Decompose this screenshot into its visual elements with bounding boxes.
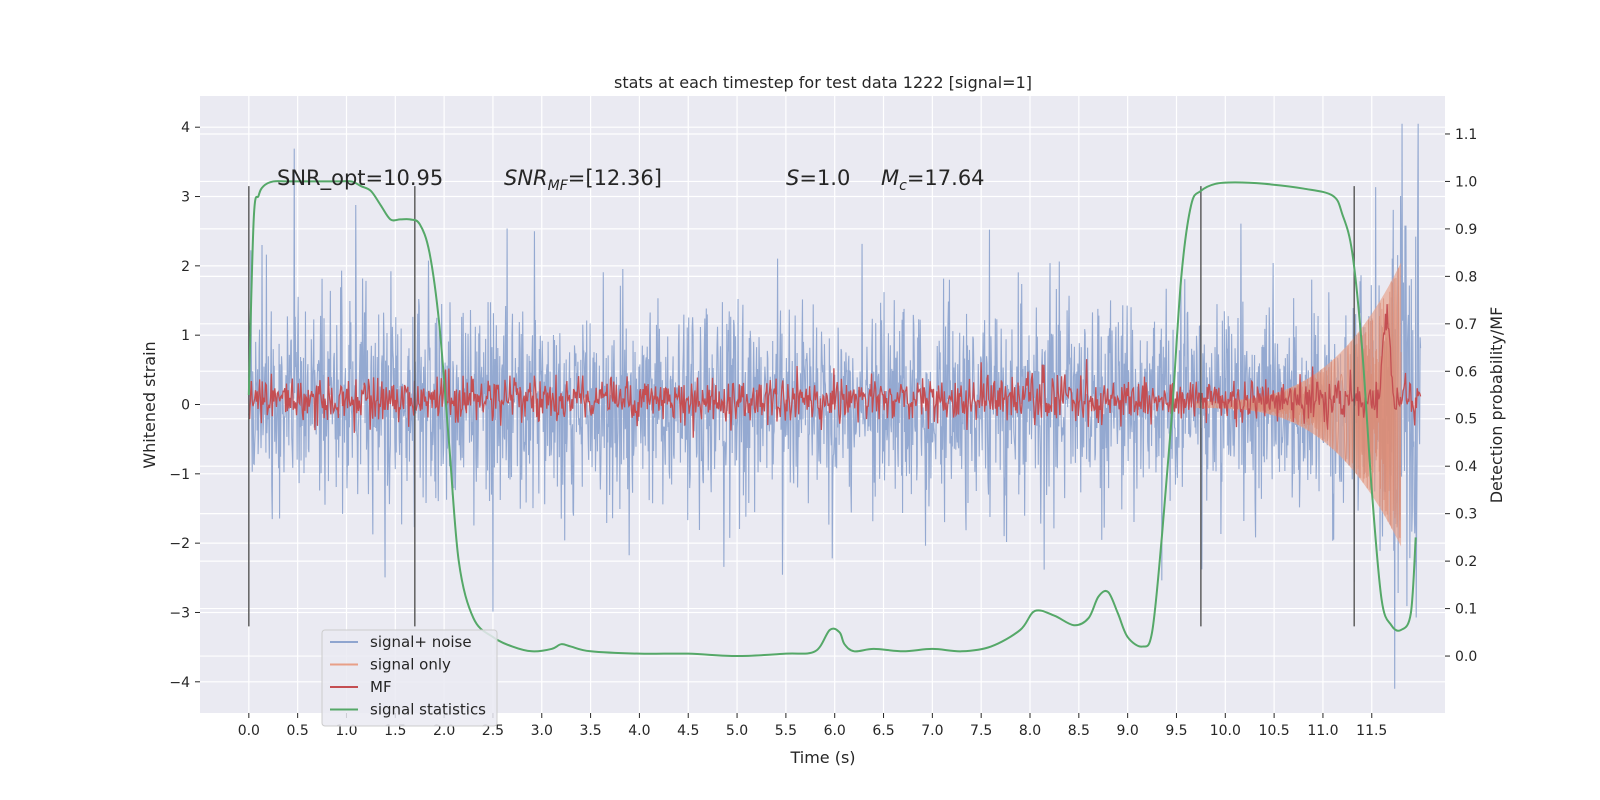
x-tick-label: 5.0 — [726, 723, 748, 739]
y-right-tick-label: 1.0 — [1455, 174, 1477, 190]
y-left-tick-label: −3 — [169, 605, 190, 621]
y-left-tick-label: −1 — [169, 467, 190, 483]
x-tick-label: 2.0 — [433, 723, 455, 739]
legend-label: MF — [370, 678, 392, 696]
series-signal-statistics — [247, 180, 1417, 658]
y-right-tick-label: 0.2 — [1455, 554, 1477, 570]
signal-noise-line — [248, 123, 1422, 689]
legend-label: signal+ noise — [370, 633, 472, 651]
y-left-tick-label: 4 — [181, 120, 190, 136]
y-axis-left: 4 3 2 1 0 −1 −2 −3 −4 — [169, 120, 200, 691]
x-tick-label: 7.0 — [921, 723, 943, 739]
x-tick-label: 6.5 — [872, 723, 894, 739]
y-right-tick-label: 0.9 — [1455, 222, 1477, 238]
y-right-tick-label: 0.7 — [1455, 317, 1477, 333]
y-right-tick-label: 0.3 — [1455, 507, 1477, 523]
x-tick-label: 1.0 — [335, 723, 357, 739]
x-tick-label: 11.5 — [1356, 723, 1387, 739]
x-tick-label: 1.5 — [384, 723, 406, 739]
annotation-mc: Mc=17.64 — [881, 166, 985, 194]
legend: signal+ noise signal only MF signal statist… — [321, 629, 498, 727]
x-tick-label: 7.5 — [970, 723, 992, 739]
y-right-tick-label: 0.6 — [1455, 364, 1477, 380]
x-tick-label: 4.5 — [677, 723, 699, 739]
y-right-tick-label: 0.4 — [1455, 459, 1477, 475]
y-right-tick-label: 0.1 — [1455, 602, 1477, 618]
y-left-tick-label: 2 — [181, 259, 190, 275]
x-tick-label: 9.0 — [1117, 723, 1139, 739]
x-tick-label: 10.0 — [1210, 723, 1241, 739]
y-right-tick-label: 1.1 — [1455, 127, 1477, 143]
x-tick-label: 11.0 — [1307, 723, 1338, 739]
y-right-tick-label: 0.5 — [1455, 412, 1477, 428]
y-left-tick-label: −4 — [169, 675, 190, 691]
y-left-tick-label: 1 — [181, 328, 190, 344]
chart-title: stats at each timestep for test data 122… — [614, 73, 1032, 92]
annotation-snr-opt: SNR_opt=10.95 — [277, 166, 443, 191]
y-right-tick-label: 0.8 — [1455, 269, 1477, 285]
y-left-tick-label: 3 — [181, 190, 190, 206]
x-tick-label: 8.0 — [1019, 723, 1041, 739]
x-tick-label: 2.5 — [482, 723, 504, 739]
x-tick-label: 3.0 — [531, 723, 553, 739]
x-tick-label: 3.5 — [579, 723, 601, 739]
y-axis-left-label: Whitened strain — [140, 341, 159, 468]
x-axis-label: Time (s) — [789, 748, 855, 767]
legend-box — [321, 629, 498, 727]
x-tick-label: 10.5 — [1259, 723, 1290, 739]
x-tick-label: 0.5 — [287, 723, 309, 739]
annotation-snr-mf: SNRMF=[12.36] — [504, 166, 662, 194]
y-right-tick-label: 0.0 — [1455, 649, 1477, 665]
y-left-tick-label: 0 — [181, 398, 190, 414]
x-tick-label: 0.0 — [238, 723, 260, 739]
y-axis-right: 1.1 1.0 0.9 0.8 0.7 0.6 0.5 0.4 0.3 0.2 0.1 0.0 — [1445, 127, 1477, 665]
x-tick-label: 8.5 — [1068, 723, 1090, 739]
legend-label: signal statistics — [370, 701, 486, 719]
series-signal-noise — [248, 123, 1422, 689]
signal-only-line — [1195, 268, 1402, 539]
signal-statistics-line — [247, 180, 1417, 658]
legend-label: signal only — [370, 656, 451, 674]
y-left-tick-label: −2 — [169, 536, 190, 552]
annotations: SNR_opt=10.95 SNRMF=[12.36] S=1.0 Mc=17.64 — [277, 166, 985, 194]
x-tick-label: 9.5 — [1165, 723, 1187, 739]
x-tick-label: 6.0 — [824, 723, 846, 739]
annotation-s: S=1.0 — [786, 166, 850, 190]
y-axis-right-label: Detection probability/MF — [1487, 307, 1506, 504]
x-tick-label: 5.5 — [775, 723, 797, 739]
x-tick-label: 4.0 — [628, 723, 650, 739]
x-axis: 0.0 0.5 1.0 1.5 2.0 2.5 3.0 3.5 4.0 4.5 5.0 5.5 6.0 6… — [238, 713, 1387, 739]
